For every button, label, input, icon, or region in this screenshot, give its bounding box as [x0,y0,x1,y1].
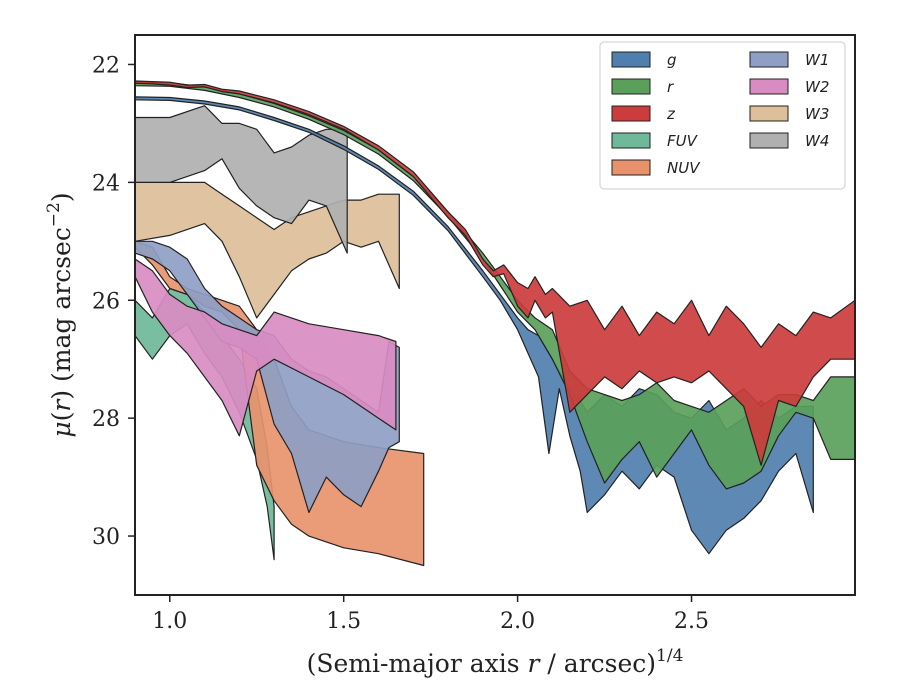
legend-swatch-w3 [749,105,789,122]
y-axis-label-open: ( [47,412,76,422]
legend-swatch-w4 [749,132,789,149]
y-axis-label-var: r [47,398,76,412]
y-axis-label-units: ) (mag arcsec [47,227,76,400]
legend-label-fuv: FUV [667,132,699,150]
ticks-layer: 1.0 1.5 2.0 2.5 22 24 26 28 30 [92,53,709,634]
y-tick-label: 28 [92,407,120,432]
legend-swatch-fuv [611,132,651,149]
y-tick-label: 30 [92,525,120,550]
x-axis-label-exponent: 1/4 [656,646,683,666]
y-axis-label-group: μ(r) (mag arcsec−2) [44,192,76,437]
y-axis-label-exponent: −2 [44,202,64,227]
legend-label-r: r [667,78,674,96]
legend-swatch-r [611,78,651,95]
legend-swatch-w2 [749,78,789,95]
y-axis-label-end: ) [47,192,76,202]
legend-label-z: z [666,105,676,123]
y-tick-label: 24 [92,171,120,196]
legend-label-w1: W1 [805,51,829,69]
legend-label-g: g [667,51,677,69]
x-tick-label: 1.5 [326,609,361,634]
legend-label-nuv: NUV [667,159,701,177]
legend: grz FUV NUV W1 W2 W3 W4 [599,41,846,190]
x-axis-label-var: r [528,649,542,678]
y-axis-label-mu: μ [47,421,76,437]
y-tick-label: 26 [92,289,120,314]
x-tick-label: 1.0 [152,609,187,634]
x-axis-label-prefix: (Semi-major axis [307,649,528,678]
series-layer [134,80,856,567]
x-tick-label: 2.0 [500,609,535,634]
plot-frame [134,34,856,596]
x-axis-label-suffix: / arcsec) [539,649,656,678]
legend-label-w4: W4 [805,132,829,150]
series-band-w2 [134,258,397,437]
legend-swatch-w1 [749,51,789,68]
x-tick-label: 2.5 [674,609,709,634]
legend-label-w2: W2 [805,78,829,96]
legend-label-w3: W3 [805,105,829,123]
y-axis-label: μ(r) (mag arcsec−2) [44,192,76,437]
series-band-w4 [134,105,348,254]
legend-swatch-z [611,105,651,122]
legend-swatch-nuv [611,159,651,176]
y-tick-label: 22 [92,53,120,78]
legend-swatch-g [611,51,651,68]
x-axis-label: (Semi-major axis r / arcsec)1/4 [307,646,684,678]
